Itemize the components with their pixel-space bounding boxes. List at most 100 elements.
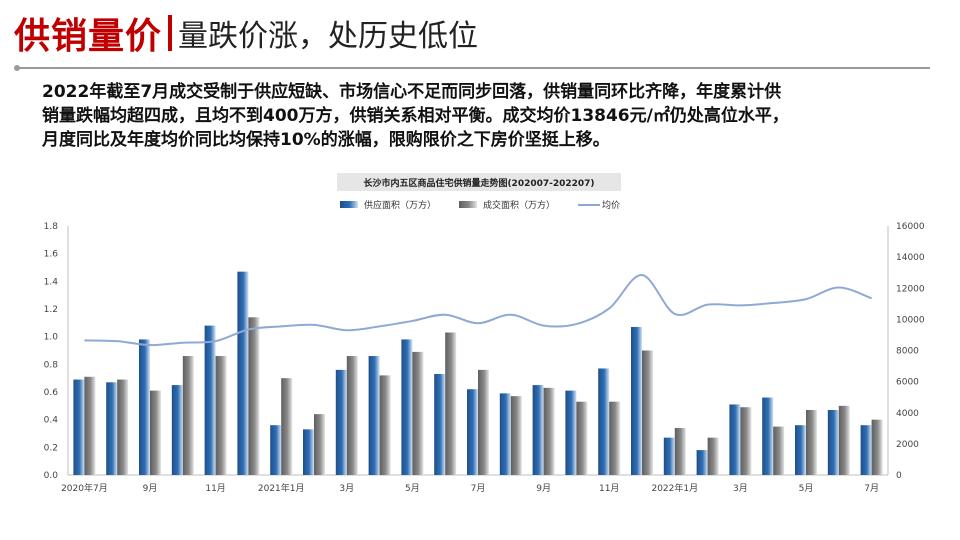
bar-transaction xyxy=(478,369,489,475)
bar-supply xyxy=(368,356,380,475)
y-right-tick-label: 14000 xyxy=(896,253,925,263)
y-right-tick-label: 4000 xyxy=(896,409,919,419)
x-tick-label: 11月 xyxy=(205,483,225,494)
page-header: 供销量价 量跌价涨，处历史低位 xyxy=(14,8,478,58)
chart-title-box xyxy=(337,173,621,191)
chart-price-line xyxy=(84,274,872,347)
bar-transaction xyxy=(84,376,96,475)
bar-transaction xyxy=(215,356,227,475)
x-tick-label: 7月 xyxy=(864,483,879,494)
bar-supply xyxy=(631,326,642,475)
bar-transaction xyxy=(871,419,883,475)
bar-supply xyxy=(532,385,544,475)
bar-supply xyxy=(270,425,282,475)
x-tick-label: 3月 xyxy=(339,483,354,494)
x-tick-label: 9月 xyxy=(536,483,551,494)
legend-supply-swatch xyxy=(340,201,358,208)
y-right-tick-label: 6000 xyxy=(896,378,919,388)
y-right-tick-label: 0 xyxy=(896,471,902,481)
bar-transaction xyxy=(510,396,522,475)
bar-transaction xyxy=(838,405,850,475)
bar-supply xyxy=(762,397,774,475)
bar-supply xyxy=(106,382,118,475)
bar-supply xyxy=(401,339,413,475)
y-left-tick-label: 0.6 xyxy=(44,388,59,398)
x-tick-label: 3月 xyxy=(733,483,748,494)
chart-bars xyxy=(73,271,883,475)
legend-transaction-label: 成交面积（万方） xyxy=(483,199,555,211)
bar-transaction xyxy=(674,427,686,475)
bar-supply xyxy=(729,404,741,475)
legend-supply-label: 供应面积（万方） xyxy=(364,199,436,211)
x-tick-label: 7月 xyxy=(471,483,486,494)
bar-transaction xyxy=(445,332,457,475)
bar-supply xyxy=(860,425,872,475)
bar-supply xyxy=(565,390,577,475)
bar-supply xyxy=(663,437,675,475)
header-divider xyxy=(16,67,930,69)
y-left-tick-label: 1.0 xyxy=(44,333,59,343)
y-right-tick-label: 8000 xyxy=(896,347,919,357)
bar-transaction xyxy=(314,414,325,475)
y-left-tick-label: 1.4 xyxy=(44,277,59,287)
bar-transaction xyxy=(150,390,161,475)
x-tick-label: 5月 xyxy=(799,483,814,494)
bar-transaction xyxy=(806,409,817,475)
y-right-tick-label: 2000 xyxy=(896,440,919,450)
bar-supply xyxy=(204,325,216,475)
summary-line: 月度同比及年度均价同比均保持10%的涨幅，限购限价之下房价坚挺上移。 xyxy=(42,130,610,150)
legend-price-label: 均价 xyxy=(602,199,620,211)
bar-transaction xyxy=(182,356,194,475)
x-tick-label: 5月 xyxy=(405,483,420,494)
bar-supply xyxy=(434,374,446,475)
bar-transaction xyxy=(117,379,129,475)
bar-transaction xyxy=(412,351,424,475)
bar-supply xyxy=(696,450,708,475)
bar-transaction xyxy=(248,317,260,475)
y-left-tick-label: 0.2 xyxy=(44,443,58,453)
y-right-tick-label: 10000 xyxy=(896,315,925,325)
bar-transaction xyxy=(642,350,653,475)
title-main: 供销量价 xyxy=(14,16,163,57)
bar-transaction xyxy=(379,375,391,475)
bar-supply xyxy=(827,409,839,475)
x-tick-label: 2020年7月 xyxy=(61,482,108,494)
bar-supply xyxy=(73,379,85,475)
bar-transaction xyxy=(740,407,752,475)
y-left-tick-label: 0.0 xyxy=(44,471,59,481)
legend-transaction-swatch xyxy=(459,201,477,208)
summary-text: 2022年截至7月成交受制于供应短缺、市场信心不足而同步回落，供销量同环比齐降，… xyxy=(42,80,922,152)
title-separator xyxy=(168,15,173,51)
bar-transaction xyxy=(707,437,719,475)
bar-transaction xyxy=(609,401,621,475)
chart-legend: 供应面积（万方） 成交面积（万方） 均价 xyxy=(340,199,620,211)
y-left-tick-label: 1.6 xyxy=(44,250,59,260)
y-left-tick-label: 0.4 xyxy=(44,416,59,426)
summary-line: 2022年截至7月成交受制于供应短缺、市场信心不足而同步回落，供销量同环比齐降，… xyxy=(42,82,782,102)
bar-supply xyxy=(795,425,806,475)
summary-line: 销量跌幅均超四成，且均不到400万方，供销关系相对平衡。成交均价13846元/㎡… xyxy=(42,106,789,126)
y-right-tick-label: 12000 xyxy=(896,284,925,294)
bar-transaction xyxy=(543,387,555,475)
bar-supply xyxy=(237,271,249,475)
series-line-price xyxy=(84,274,872,347)
bar-supply xyxy=(467,389,478,475)
x-tick-label: 2022年1月 xyxy=(651,482,698,494)
x-tick-label: 2021年1月 xyxy=(258,482,305,494)
x-tick-label: 9月 xyxy=(143,483,158,494)
bar-supply xyxy=(598,368,610,475)
bar-supply xyxy=(139,339,150,475)
bar-transaction xyxy=(576,401,588,475)
y-left-tick-label: 0.8 xyxy=(44,360,59,370)
title-subtitle: 量跌价涨，处历史低位 xyxy=(178,19,479,54)
y-right-tick-label: 16000 xyxy=(896,222,925,232)
x-tick-label: 11月 xyxy=(599,483,619,494)
bar-supply xyxy=(335,369,347,475)
bar-supply xyxy=(303,429,314,475)
y-left-tick-label: 1.8 xyxy=(44,222,59,232)
bar-supply xyxy=(499,393,511,475)
bar-transaction xyxy=(346,356,358,475)
bar-supply xyxy=(171,385,183,475)
bar-transaction xyxy=(773,426,785,475)
